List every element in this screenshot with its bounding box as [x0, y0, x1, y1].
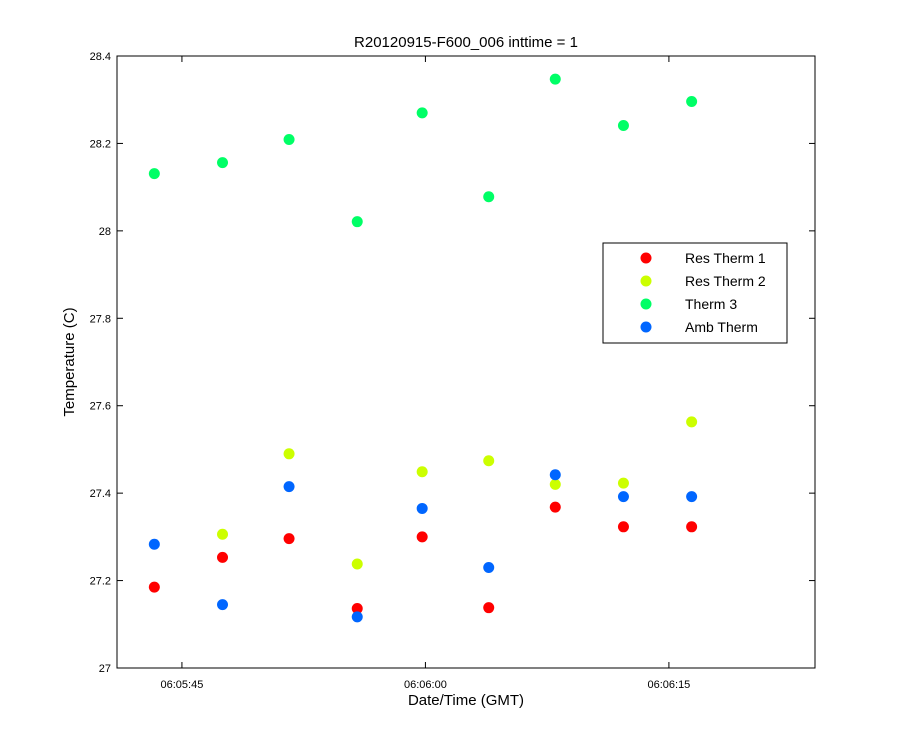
legend-marker — [640, 298, 652, 310]
data-point — [617, 120, 629, 132]
data-point — [351, 216, 363, 228]
legend-label: Amb Therm — [685, 319, 758, 335]
legend-label: Res Therm 1 — [685, 250, 766, 266]
data-points — [148, 73, 698, 623]
series-4 — [148, 469, 698, 623]
y-tick-label: 27.4 — [90, 488, 111, 500]
x-tick-label: 06:05:45 — [161, 679, 204, 691]
data-point — [617, 491, 629, 503]
data-point — [686, 95, 698, 107]
data-point — [283, 533, 295, 545]
y-tick-label: 27 — [99, 663, 111, 675]
data-point — [351, 611, 363, 623]
data-point — [483, 455, 495, 467]
data-point — [686, 521, 698, 533]
data-point — [483, 602, 495, 614]
legend-marker — [640, 252, 652, 264]
data-point — [148, 538, 160, 550]
x-axis-label: Date/Time (GMT) — [408, 692, 524, 709]
data-point — [617, 477, 629, 489]
data-point — [283, 448, 295, 460]
legend-label: Res Therm 2 — [685, 273, 766, 289]
data-point — [686, 416, 698, 428]
data-point — [217, 528, 229, 540]
plot-area — [116, 55, 816, 669]
data-point — [549, 478, 561, 490]
series-3 — [148, 73, 698, 228]
data-point — [351, 603, 363, 615]
data-point — [483, 561, 495, 573]
y-tick-label: 27.2 — [90, 576, 111, 588]
data-point — [549, 73, 561, 85]
x-tick-label: 06:06:15 — [647, 679, 690, 691]
data-point — [416, 466, 428, 478]
data-point — [549, 501, 561, 513]
data-point — [217, 599, 229, 611]
data-point — [416, 531, 428, 543]
data-point — [283, 133, 295, 145]
legend-box — [602, 242, 788, 344]
y-axis-label: Temperature (C) — [61, 307, 78, 416]
data-point — [217, 157, 229, 169]
data-point — [416, 502, 428, 514]
y-tick-label: 28.4 — [90, 51, 111, 63]
data-point — [686, 491, 698, 503]
x-tick-label: 06:06:00 — [404, 679, 447, 691]
series-1 — [148, 501, 698, 615]
data-point — [148, 168, 160, 180]
y-tick-label: 27.6 — [90, 401, 111, 413]
data-point — [217, 551, 229, 563]
data-point — [148, 581, 160, 593]
chart-title: R20120915-F600_006 inttime = 1 — [354, 34, 578, 51]
axis-ticks: 27 27.2 27.4 27.6 27.8 28 28.2 28.4 06:05:45 06:0… — [90, 51, 815, 691]
data-point — [283, 481, 295, 493]
y-tick-label: 28 — [99, 226, 111, 238]
legend-marker — [640, 275, 652, 287]
data-point — [483, 191, 495, 203]
data-point — [617, 521, 629, 533]
legend-marker — [640, 321, 652, 333]
legend-label: Therm 3 — [685, 296, 737, 312]
data-point — [416, 107, 428, 119]
y-tick-label: 28.2 — [90, 138, 111, 150]
data-point — [549, 469, 561, 481]
data-point — [351, 558, 363, 570]
y-tick-label: 27.8 — [90, 313, 111, 325]
legend: Res Therm 1 Res Therm 2 Therm 3 Amb Therm — [602, 242, 788, 344]
series-2 — [217, 416, 698, 570]
